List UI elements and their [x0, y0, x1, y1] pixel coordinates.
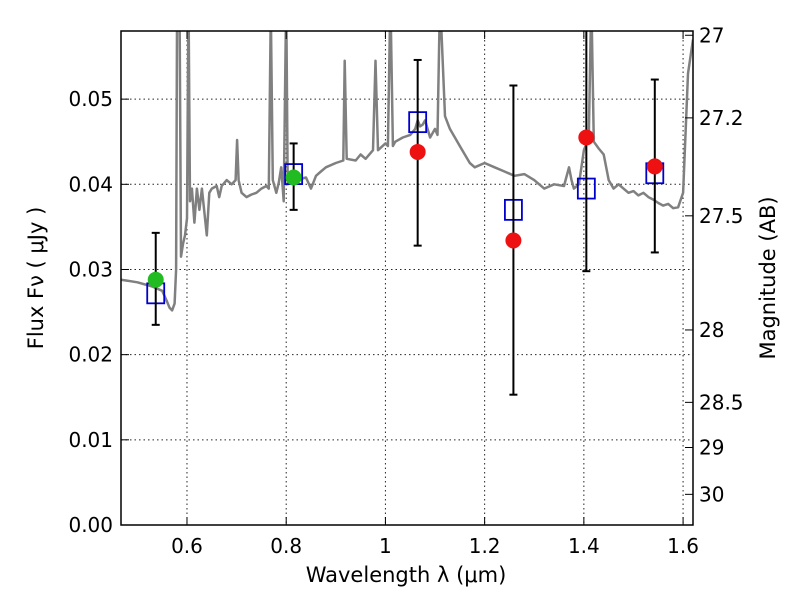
observed-point-green [285, 169, 302, 186]
observed-point-red [578, 129, 595, 146]
x-tick-label: 1.6 [667, 534, 699, 558]
plot-frame [120, 30, 694, 526]
x-tick-label: 0.6 [171, 534, 203, 558]
y-tick-label: 0.04 [68, 172, 113, 196]
x-axis-label: Wavelength λ (μm) [306, 563, 507, 587]
y-tick-label: 0.01 [68, 428, 113, 452]
y-tick-label: 0.00 [68, 513, 113, 537]
x-tick-label: 0.8 [270, 534, 302, 558]
y-tick-label: 0.05 [68, 87, 113, 111]
observed-point-red [409, 143, 426, 160]
axis-ticks: 0.6 0.8 1 1.2 1.4 1.6 0.00 0.01 0.02 0.03 0.04 0.05… [68, 23, 743, 558]
y-axis-label: Flux Fν ( μJy ) [24, 207, 48, 350]
right-tick-label: 28.5 [699, 390, 744, 414]
x-tick-label: 1.4 [568, 534, 600, 558]
observed-point-red [505, 232, 522, 249]
y-tick-label: 0.02 [68, 343, 113, 367]
right-axis-label: Magnitude (AB) [756, 196, 780, 359]
right-tick-label: 27 [699, 23, 724, 47]
observed-point-green [147, 271, 164, 288]
observed-point-red [646, 158, 663, 175]
right-tick-label: 28 [699, 318, 724, 342]
x-tick-label: 1 [379, 534, 392, 558]
right-tick-label: 30 [699, 482, 724, 506]
right-tick-label: 27.2 [699, 106, 744, 130]
spectrum-line [121, 31, 693, 312]
plot-area [121, 31, 693, 396]
right-tick-label: 27.5 [699, 204, 744, 228]
right-tick-label: 29 [699, 435, 724, 459]
x-tick-label: 1.2 [469, 534, 501, 558]
y-tick-label: 0.03 [68, 257, 113, 281]
